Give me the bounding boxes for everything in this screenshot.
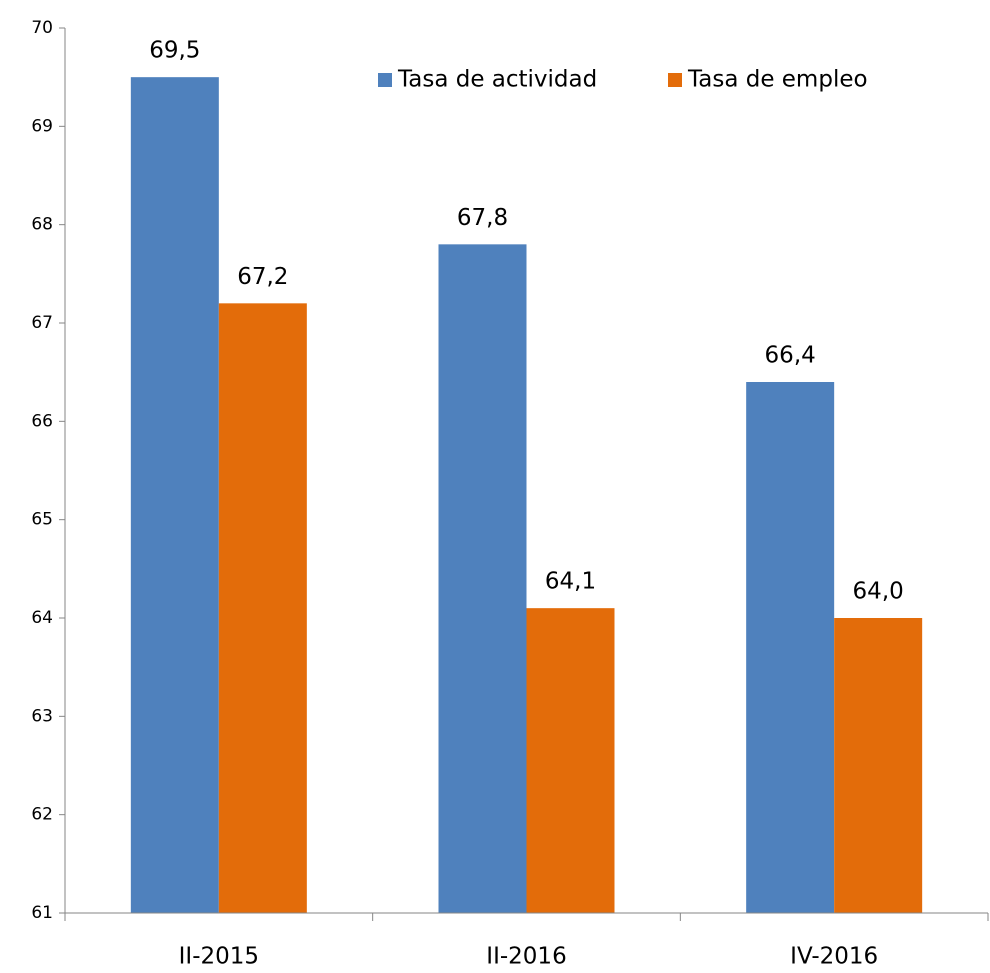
y-tick-label: 63 bbox=[31, 706, 53, 726]
x-tick-label: II-2016 bbox=[486, 944, 566, 970]
y-tick-label: 64 bbox=[31, 608, 53, 628]
value-label: 67,2 bbox=[237, 264, 288, 290]
value-label: 69,5 bbox=[149, 38, 200, 64]
value-label: 64,0 bbox=[853, 579, 904, 605]
value-label: 64,1 bbox=[545, 569, 596, 595]
x-tick-label: II-2015 bbox=[179, 944, 259, 970]
legend-label: Tasa de actividad bbox=[397, 67, 597, 93]
y-tick-label: 61 bbox=[31, 903, 53, 923]
bar bbox=[834, 618, 923, 913]
y-tick-label: 62 bbox=[31, 805, 53, 825]
bar bbox=[438, 244, 527, 914]
bar bbox=[746, 382, 835, 913]
legend-swatch bbox=[378, 73, 392, 87]
x-tick-label: IV-2016 bbox=[790, 944, 878, 970]
y-tick-label: 68 bbox=[31, 215, 53, 235]
y-tick-label: 67 bbox=[31, 313, 53, 333]
y-tick-label: 65 bbox=[31, 510, 53, 530]
y-tick-label: 69 bbox=[31, 116, 53, 136]
legend-swatch bbox=[668, 73, 682, 87]
value-label: 66,4 bbox=[765, 343, 816, 369]
bar bbox=[218, 303, 307, 913]
y-tick-label: 70 bbox=[31, 18, 53, 38]
bar bbox=[526, 608, 615, 913]
y-tick-label: 66 bbox=[31, 411, 53, 431]
bar bbox=[130, 77, 219, 913]
value-label: 67,8 bbox=[457, 205, 508, 231]
legend-label: Tasa de empleo bbox=[687, 67, 868, 93]
